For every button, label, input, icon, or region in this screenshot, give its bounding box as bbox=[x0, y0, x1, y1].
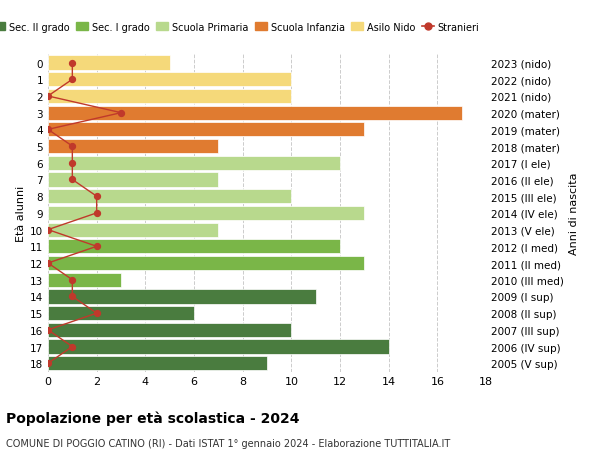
Point bbox=[92, 243, 101, 251]
Point bbox=[92, 310, 101, 317]
Bar bbox=[48, 90, 292, 104]
Point bbox=[43, 260, 53, 267]
Point bbox=[43, 93, 53, 101]
Bar bbox=[48, 340, 389, 354]
Bar bbox=[48, 140, 218, 154]
Y-axis label: Anni di nascita: Anni di nascita bbox=[569, 172, 579, 255]
Point bbox=[68, 143, 77, 151]
Point bbox=[68, 160, 77, 167]
Point bbox=[68, 176, 77, 184]
Point bbox=[43, 326, 53, 334]
Bar bbox=[48, 290, 316, 304]
Point bbox=[92, 193, 101, 201]
Point bbox=[68, 60, 77, 67]
Bar bbox=[48, 257, 364, 270]
Bar bbox=[48, 273, 121, 287]
Point bbox=[68, 293, 77, 301]
Bar bbox=[48, 240, 340, 254]
Bar bbox=[48, 306, 194, 320]
Bar bbox=[48, 73, 292, 87]
Bar bbox=[48, 323, 292, 337]
Point bbox=[68, 343, 77, 351]
Text: Popolazione per età scolastica - 2024: Popolazione per età scolastica - 2024 bbox=[6, 411, 299, 425]
Point bbox=[68, 276, 77, 284]
Bar bbox=[48, 106, 461, 121]
Bar bbox=[48, 173, 218, 187]
Bar bbox=[48, 207, 364, 220]
Point bbox=[92, 210, 101, 217]
Bar bbox=[48, 157, 340, 170]
Point bbox=[116, 110, 126, 117]
Y-axis label: Età alunni: Età alunni bbox=[16, 185, 26, 241]
Point bbox=[43, 360, 53, 367]
Bar bbox=[48, 190, 292, 204]
Point bbox=[43, 126, 53, 134]
Text: COMUNE DI POGGIO CATINO (RI) - Dati ISTAT 1° gennaio 2024 - Elaborazione TUTTITA: COMUNE DI POGGIO CATINO (RI) - Dati ISTA… bbox=[6, 438, 450, 448]
Bar bbox=[48, 356, 267, 370]
Point bbox=[43, 226, 53, 234]
Legend: Sec. II grado, Sec. I grado, Scuola Primaria, Scuola Infanzia, Asilo Nido, Stran: Sec. II grado, Sec. I grado, Scuola Prim… bbox=[0, 19, 484, 37]
Bar bbox=[48, 123, 364, 137]
Point bbox=[68, 76, 77, 84]
Bar bbox=[48, 56, 170, 71]
Bar bbox=[48, 223, 218, 237]
